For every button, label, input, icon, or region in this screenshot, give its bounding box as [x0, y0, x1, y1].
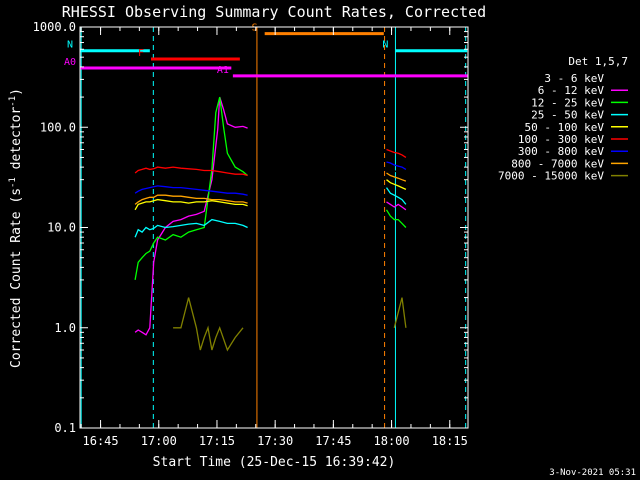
series-line-8-segment-1: [393, 297, 407, 328]
series-line-1-segment-1: [386, 201, 407, 211]
series-line-5-segment-0: [134, 166, 248, 177]
series-line-5-segment-1: [386, 148, 407, 158]
legend-entry-7: 800 - 7000 keV: [511, 157, 604, 170]
legend-entry-3: 25 - 50 keV: [531, 109, 604, 122]
series-lines: [134, 96, 407, 352]
series-line-1-segment-0: [134, 96, 248, 336]
legend-entry-5: 100 - 300 keV: [518, 133, 604, 146]
x-tick-label-1: 17:00: [141, 434, 177, 448]
interval-label-0: N: [67, 40, 73, 51]
interval-label-3: A1: [217, 65, 229, 76]
y-tick-label-0: 0.1: [54, 421, 76, 435]
legend-entry-1: 6 - 12 keV: [538, 84, 605, 97]
legend-entry-4: 50 - 100 keV: [525, 121, 605, 134]
y-tick-label-1: 1.0: [54, 321, 76, 335]
series-line-3-segment-1: [385, 187, 407, 205]
series-line-4-segment-1: [386, 179, 407, 190]
series-line-2-segment-1: [385, 209, 407, 228]
interval-label-1: F: [138, 48, 144, 59]
legend-entry-6: 300 - 800 keV: [518, 145, 604, 158]
interval-label-4: S: [252, 23, 258, 34]
series-line-6-segment-0: [134, 185, 248, 196]
series-line-7-segment-1: [386, 172, 407, 182]
interval-bars: N F A0 A1 S N: [64, 23, 468, 78]
series-line-3-segment-0: [134, 218, 248, 238]
x-tick-label-2: 17:15: [199, 434, 235, 448]
series-line-2-segment-0: [134, 96, 249, 281]
interval-label-5: N: [382, 40, 388, 51]
series-line-8-segment-0: [173, 297, 244, 352]
legend-title: Det 1,5,7: [568, 55, 628, 68]
series-line-4-segment-0: [134, 198, 248, 211]
x-axis-label: Start Time (25-Dec-15 16:39:42): [153, 455, 396, 470]
y-axis-ticks: 0.1 1.0 10.0 100.0 1000.0: [33, 20, 468, 435]
x-tick-label-4: 17:45: [315, 434, 351, 448]
x-tick-label-5: 18:00: [374, 434, 410, 448]
x-tick-label-6: 18:15: [432, 434, 468, 448]
series-line-6-segment-1: [386, 161, 407, 170]
interval-label-2: A0: [64, 57, 76, 68]
y-axis-label: Corrected Count Rate (s-1 detector-1): [8, 88, 24, 368]
chart-title: RHESSI Observing Summary Count Rates, Co…: [62, 3, 486, 21]
y-tick-label-2: 10.0: [47, 221, 76, 235]
series-line-7-segment-0: [134, 194, 248, 205]
series-line-0-segment-1: [386, 164, 407, 174]
legend-entry-8: 7000 - 15000 keV: [498, 170, 604, 183]
y-tick-label-4: 1000.0: [33, 20, 76, 34]
legend-entry-2: 12 - 25 keV: [531, 96, 604, 109]
legend-entry-0: 3 - 6 keV: [544, 72, 604, 85]
x-tick-label-0: 16:45: [83, 434, 119, 448]
x-tick-label-3: 17:30: [257, 434, 293, 448]
footer-timestamp: 3-Nov-2021 05:31: [549, 468, 636, 478]
x-axis-ticks: 16:45 17:00 17:15 17:30 17:45 18:00 18:15: [80, 27, 468, 448]
y-tick-label-3: 100.0: [40, 120, 76, 134]
